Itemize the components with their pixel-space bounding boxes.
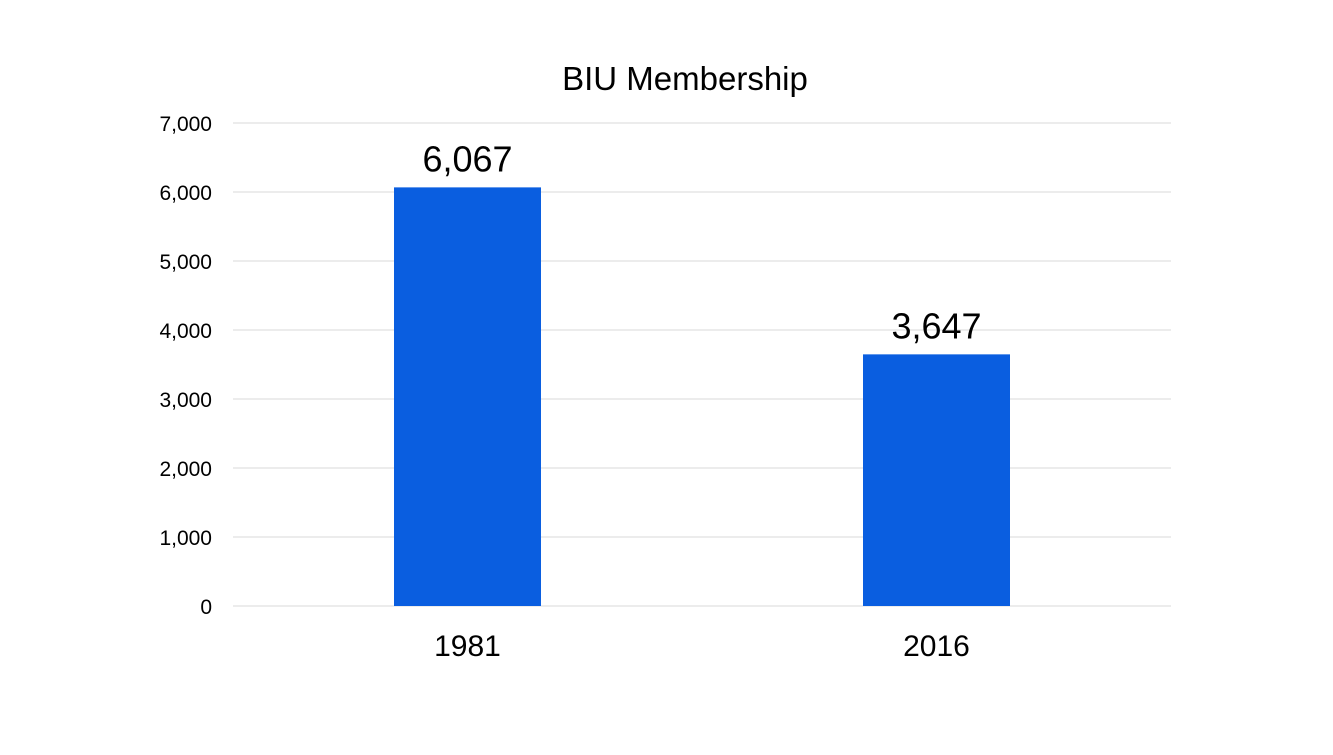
y-axis-tick-labels: 0 1,000 2,000 3,000 4,000 5,000 6,000 7,000 [159,113,212,619]
bar-1981 [394,187,541,606]
y-tick-label: 2,000 [159,458,212,481]
bar-2016 [863,354,1010,606]
data-labels: 6,067 3,647 [422,138,981,346]
y-tick-label: 6,000 [159,182,212,205]
y-tick-label: 0 [200,596,212,619]
x-axis-tick-labels: 1981 2016 [434,630,970,663]
data-label-2016: 3,647 [891,305,981,346]
x-tick-label-2016: 2016 [903,630,970,663]
y-tick-label: 1,000 [159,527,212,550]
chart-title: BIU Membership [562,60,808,97]
y-tick-label: 7,000 [159,113,212,136]
bars [394,187,1010,606]
x-tick-label-1981: 1981 [434,630,501,663]
data-label-1981: 6,067 [422,138,512,179]
y-tick-label: 3,000 [159,389,212,412]
gridlines [233,122,1171,607]
y-tick-label: 5,000 [159,251,212,274]
y-tick-label: 4,000 [159,320,212,343]
